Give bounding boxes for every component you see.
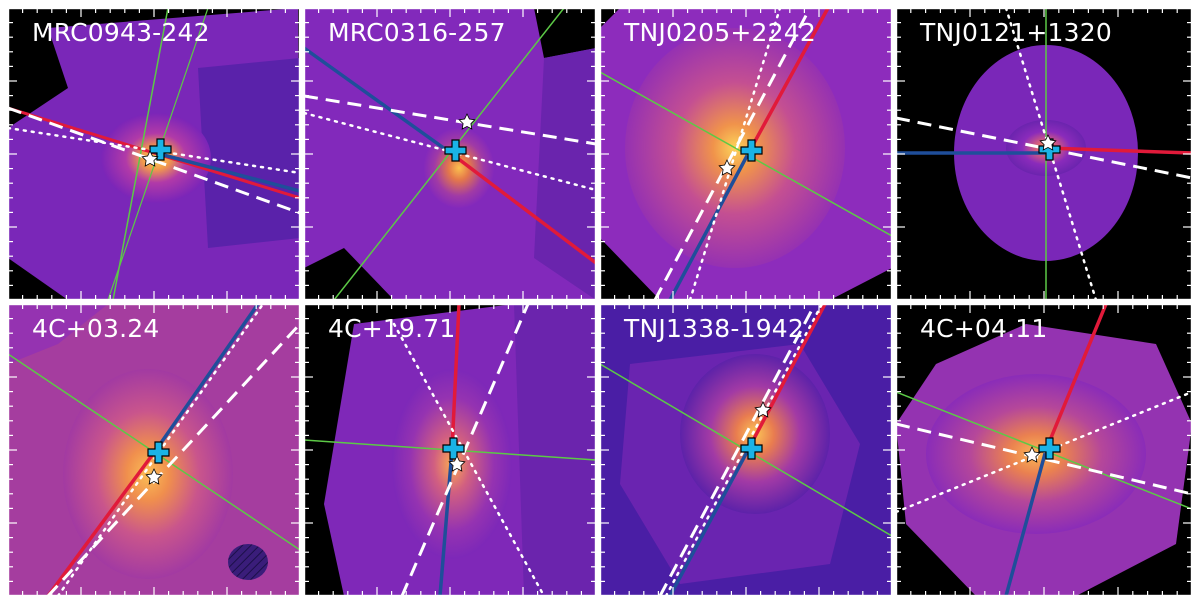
map-4c-04-11 (896, 304, 1192, 596)
white-dotted-line (664, 304, 824, 596)
blue-axis-line (155, 151, 300, 193)
blue-axis-line (1004, 449, 1048, 596)
axis-ticks (304, 8, 596, 300)
cross-marker (442, 437, 465, 460)
star-marker (458, 113, 476, 130)
cross-marker (444, 139, 467, 162)
map-4c-19-71 (304, 304, 596, 596)
panel-4c+19.71: 4C+19.71 (304, 304, 596, 596)
star-marker (718, 159, 736, 176)
panel-title: TNJ0205+2242 (624, 18, 816, 47)
white-dotted-line (8, 126, 300, 175)
panel-frame (600, 304, 892, 596)
panel-tnj1338-1942: TNJ1338-1942 (600, 304, 892, 596)
red-axis-line (1045, 146, 1192, 155)
blue-axis-line (668, 449, 750, 596)
panel-title: TNJ0121+1320 (920, 18, 1112, 47)
axis-ticks (304, 304, 596, 596)
panel-frame (304, 304, 596, 596)
star-marker (1039, 134, 1057, 151)
blue-axis-line (438, 449, 454, 596)
panel-frame (896, 304, 1192, 596)
red-axis-line (46, 448, 158, 596)
panel-title: 4C+03.24 (32, 314, 160, 343)
panel-frame (304, 8, 596, 300)
blue-axis-line (304, 46, 454, 156)
hatched-ellipse (228, 544, 268, 580)
white-dashed-line (304, 94, 596, 146)
cross-marker (147, 441, 170, 464)
panel-mrc0316-257: MRC0316-257 (304, 8, 596, 300)
panel-frame (896, 8, 1192, 300)
white-dashed-line (658, 304, 817, 596)
red-axis-line (450, 152, 596, 265)
blue-axis-line (668, 153, 750, 300)
star-marker (754, 401, 772, 418)
emission-region (514, 304, 596, 596)
star-marker (448, 455, 466, 472)
panel-frame (8, 304, 300, 596)
panel-4c+04.11: 4C+04.11 (896, 304, 1192, 596)
red-axis-line (1044, 304, 1108, 451)
map-4c-03-24 (8, 304, 300, 596)
white-dashed-line (896, 422, 1192, 496)
white-dashed-line (46, 322, 300, 596)
star-marker (1023, 446, 1041, 463)
axis-ticks (8, 304, 300, 596)
axis-ticks (600, 304, 892, 596)
map-mrc0943-242 (8, 8, 300, 300)
blue-axis-line (154, 304, 260, 452)
panel-frame (8, 8, 300, 300)
axis-ticks (896, 304, 1192, 596)
panel-title: 4C+04.11 (920, 314, 1048, 343)
map-tnj0205-2242 (600, 8, 892, 300)
bright-core (63, 369, 233, 579)
panel-title: MRC0316-257 (328, 18, 506, 47)
star-marker (141, 150, 159, 167)
panel-mrc0943-242: MRC0943-242 (8, 8, 300, 300)
axis-ticks (8, 8, 300, 300)
axis-ticks (896, 8, 1192, 300)
white-dotted-line (688, 8, 782, 300)
map-tnj1338-1942 (600, 304, 892, 596)
emission-region (534, 48, 596, 300)
white-dashed-line (653, 8, 812, 300)
emission-region (8, 304, 108, 364)
green-axis-line (112, 8, 169, 300)
cross-marker (740, 139, 763, 162)
cross-marker (740, 437, 763, 460)
panel-frame (600, 8, 892, 300)
red-axis-line (746, 304, 827, 451)
panel-title: TNJ1338-1942 (624, 314, 805, 343)
cross-marker (1038, 437, 1061, 460)
emission-region (198, 58, 300, 248)
red-axis-line (450, 304, 461, 451)
white-dashed-line (896, 116, 1192, 180)
white-dotted-line (392, 322, 546, 596)
panel-title: MRC0943-242 (32, 18, 210, 47)
red-axis-line (746, 8, 830, 155)
panel-tnj0205+2242: TNJ0205+2242 (600, 8, 892, 300)
panel-tnj0121+1320: TNJ0121+1320 (896, 8, 1192, 300)
map-tnj0121-1320 (896, 8, 1192, 300)
axis-ticks (600, 8, 892, 300)
panel-4c+03.24: 4C+03.24 (8, 304, 300, 596)
map-mrc0316-257 (304, 8, 596, 300)
panel-title: 4C+19.71 (328, 314, 456, 343)
white-dashed-line (400, 304, 530, 596)
star-marker (145, 468, 163, 485)
cross-marker (149, 138, 172, 161)
